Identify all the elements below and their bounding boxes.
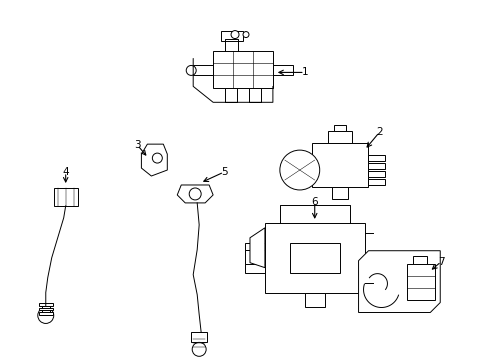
Circle shape	[186, 66, 196, 75]
Bar	[193, 66, 213, 75]
Circle shape	[38, 307, 54, 323]
Circle shape	[189, 188, 201, 200]
Bar	[367, 163, 385, 169]
Bar	[244, 250, 264, 264]
Text: 7: 7	[437, 257, 444, 267]
Polygon shape	[177, 185, 213, 203]
Circle shape	[192, 342, 206, 356]
Bar	[191, 332, 207, 342]
Bar	[367, 155, 385, 161]
Bar	[248, 88, 261, 102]
Bar	[367, 171, 385, 177]
Bar	[331, 187, 347, 199]
Bar	[39, 312, 53, 315]
Bar	[272, 66, 292, 75]
Bar	[221, 31, 243, 41]
Text: 1: 1	[301, 67, 307, 77]
Bar	[41, 306, 50, 315]
Polygon shape	[358, 251, 439, 312]
Bar	[407, 264, 434, 300]
Polygon shape	[249, 228, 264, 268]
Circle shape	[243, 32, 248, 37]
Bar	[54, 188, 78, 206]
Bar	[289, 243, 339, 273]
Circle shape	[152, 153, 162, 163]
Bar	[39, 302, 53, 306]
Bar	[264, 223, 364, 293]
Bar	[224, 88, 237, 102]
Bar	[327, 131, 351, 143]
Circle shape	[279, 150, 319, 190]
Bar	[39, 307, 53, 310]
Text: 2: 2	[375, 127, 382, 137]
Circle shape	[230, 31, 239, 39]
Text: 4: 4	[62, 167, 69, 177]
Text: 6: 6	[311, 197, 317, 207]
Bar	[304, 293, 324, 306]
Bar	[412, 256, 427, 264]
Text: 5: 5	[220, 167, 227, 177]
Bar	[213, 50, 272, 88]
Text: 3: 3	[134, 140, 141, 150]
Bar	[311, 143, 367, 187]
Bar	[333, 125, 345, 131]
Bar	[367, 179, 385, 185]
Polygon shape	[141, 144, 167, 176]
Polygon shape	[244, 243, 264, 273]
